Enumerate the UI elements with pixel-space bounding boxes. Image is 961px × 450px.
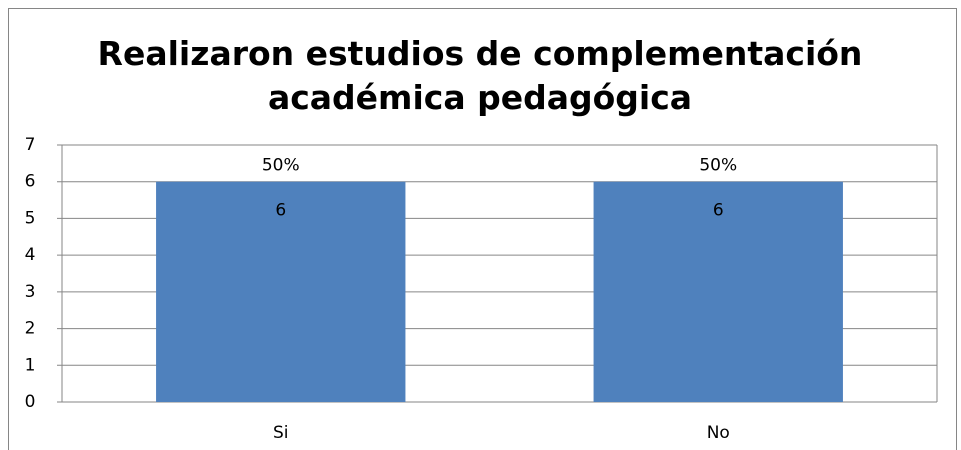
y-tick-label: 1	[25, 355, 36, 375]
value-label: 6	[275, 201, 286, 221]
percent-label: 50%	[262, 156, 300, 176]
bar	[593, 181, 843, 402]
y-tick-label: 2	[25, 319, 36, 339]
y-tick-label: 0	[25, 392, 36, 412]
y-tick-label: 6	[25, 172, 36, 192]
percent-label: 50%	[699, 156, 737, 176]
y-tick-label: 5	[25, 208, 36, 228]
chart-frame	[8, 8, 957, 450]
chart-title: Realizaron estudios de complementación a…	[97, 34, 863, 117]
x-tick-label: No	[707, 423, 730, 443]
y-tick-label: 3	[25, 282, 36, 302]
value-label: 6	[713, 201, 724, 221]
y-tick-label: 7	[25, 135, 36, 155]
y-tick-label: 4	[25, 245, 36, 265]
bar	[156, 181, 406, 402]
x-tick-label: Si	[273, 423, 289, 443]
